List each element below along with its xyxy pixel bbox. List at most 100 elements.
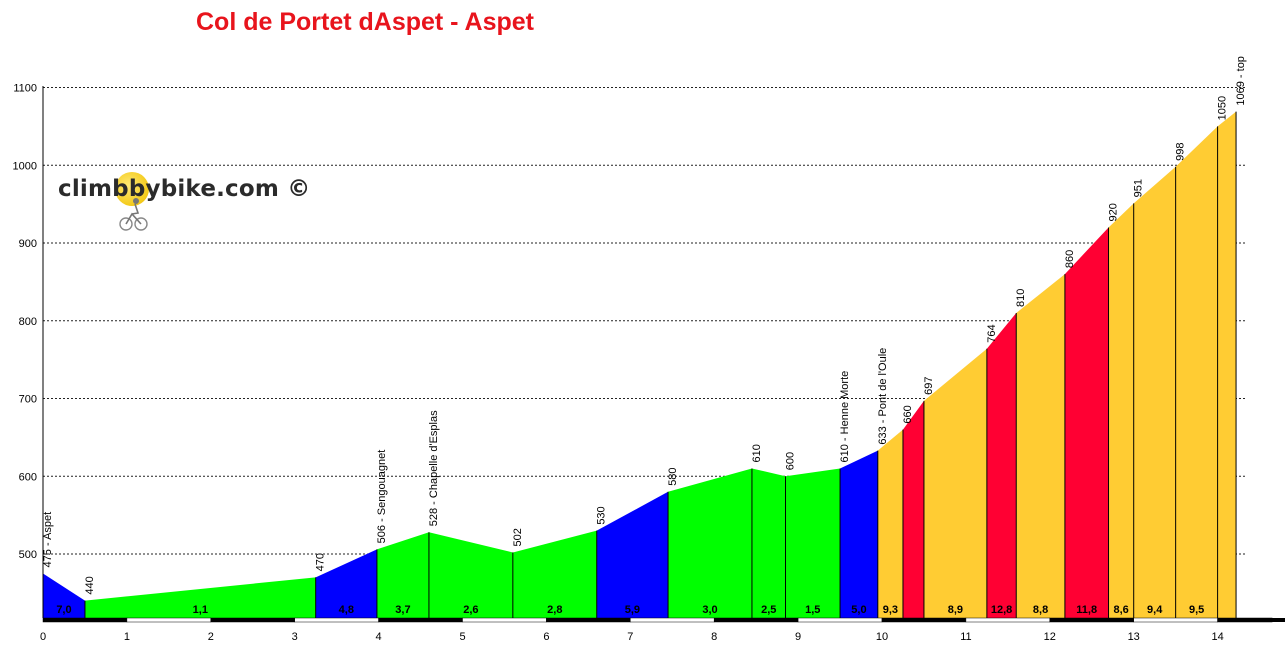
x-tick-label: 0 bbox=[40, 631, 46, 643]
point-label: 580 bbox=[667, 467, 679, 485]
profile-segment bbox=[668, 468, 752, 618]
profile-segment bbox=[596, 491, 669, 618]
gradient-label: 8,6 bbox=[1113, 604, 1128, 616]
point-label: 475 - Aspet bbox=[42, 512, 54, 568]
gradient-label: 2,8 bbox=[547, 604, 562, 616]
cyclist-icon bbox=[119, 198, 148, 231]
km-bar bbox=[42, 617, 128, 623]
profile-segment bbox=[376, 532, 429, 618]
gridlines bbox=[43, 87, 1245, 555]
axes bbox=[42, 86, 1285, 623]
profile-segment bbox=[785, 468, 841, 618]
y-tick-label: 800 bbox=[19, 316, 37, 328]
point-labels: 475 - Aspet 440 470 506 - Sengouagnet 528 - … bbox=[42, 56, 1247, 595]
km-bar bbox=[126, 617, 212, 623]
gradient-label: 2,6 bbox=[463, 604, 478, 616]
gradient-label: 12,8 bbox=[991, 604, 1012, 616]
y-tick-label: 900 bbox=[19, 238, 37, 250]
gradient-label: 5,0 bbox=[851, 604, 866, 616]
point-label: 951 bbox=[1133, 179, 1145, 197]
profile-segment bbox=[512, 530, 597, 618]
x-tick-label: 2 bbox=[208, 631, 214, 643]
km-bar bbox=[713, 617, 799, 623]
profile-segment bbox=[1133, 166, 1176, 618]
climbbybike-logo: climbbybike.com © bbox=[56, 170, 346, 240]
point-label: 697 bbox=[923, 376, 935, 394]
x-tick-label: 1 bbox=[124, 631, 130, 643]
x-tick-label: 6 bbox=[543, 631, 549, 643]
km-bar bbox=[462, 617, 547, 623]
y-tick-label: 700 bbox=[19, 394, 37, 406]
gradient-label: 11,8 bbox=[1076, 604, 1097, 616]
profile-segment bbox=[84, 577, 316, 618]
profile-segment bbox=[315, 549, 377, 618]
y-tick-label: 1000 bbox=[13, 160, 37, 172]
point-label: 600 bbox=[785, 452, 797, 470]
point-label: 440 bbox=[84, 576, 96, 594]
gradient-label: 2,5 bbox=[761, 604, 776, 616]
profile-segment bbox=[877, 429, 903, 618]
point-label: 1069 - top bbox=[1235, 56, 1247, 106]
point-label: 528 - Chapelle d'Esplas bbox=[428, 410, 440, 526]
km-bar bbox=[1133, 617, 1218, 623]
point-label: 506 - Sengouagnet bbox=[376, 450, 388, 544]
point-label: 633 - Pont de l'Oule bbox=[877, 348, 889, 445]
profile-segment bbox=[902, 400, 924, 618]
x-tick-label: 11 bbox=[960, 631, 971, 643]
point-label: 530 bbox=[596, 506, 608, 524]
profile-segment bbox=[1108, 203, 1134, 618]
profile-segment bbox=[1217, 111, 1237, 618]
x-tick-label: 9 bbox=[795, 631, 801, 643]
gradient-label: 7,0 bbox=[56, 604, 71, 616]
chart-title: Col de Portet dAspet - Aspet bbox=[196, 8, 534, 36]
logo-text: climbbybike.com © bbox=[58, 176, 311, 202]
profile-segment bbox=[1016, 274, 1065, 618]
km-bar bbox=[1230, 618, 1285, 622]
point-label: 660 bbox=[902, 405, 914, 423]
x-tick-label: 14 bbox=[1211, 631, 1223, 643]
gradient-labels: 7,0 1,1 4,8 3,7 2,6 2,8 5,9 3,0 2,5 1,5 5,0 9,3 8,9 1… bbox=[56, 604, 1204, 616]
km-bar bbox=[797, 617, 883, 623]
profile-segment bbox=[840, 450, 878, 618]
km-bar bbox=[378, 617, 463, 623]
x-tick-label: 8 bbox=[711, 631, 717, 643]
point-label: 810 bbox=[1015, 289, 1027, 307]
km-bar bbox=[546, 617, 631, 623]
gradient-label: 3,7 bbox=[395, 604, 410, 616]
gradient-label: 1,1 bbox=[193, 604, 208, 616]
gradient-label: 3,0 bbox=[702, 604, 717, 616]
gradient-label: 9,4 bbox=[1147, 604, 1163, 616]
km-bar bbox=[210, 617, 295, 623]
x-tick-label: 10 bbox=[876, 631, 888, 643]
cyclist-ball-icon bbox=[115, 172, 149, 206]
gradient-label: 8,9 bbox=[948, 604, 963, 616]
point-label: 860 bbox=[1064, 250, 1076, 268]
gradient-label: 4,8 bbox=[339, 604, 354, 616]
profile-segment bbox=[1064, 227, 1109, 618]
x-tick-label: 3 bbox=[292, 631, 298, 643]
km-bar bbox=[1049, 617, 1134, 623]
gradient-label: 9,3 bbox=[883, 604, 898, 616]
segment-dividers bbox=[84, 111, 1237, 618]
profile-segment bbox=[1175, 126, 1218, 618]
point-label: 998 bbox=[1175, 142, 1187, 160]
km-bar bbox=[630, 617, 715, 623]
y-tick-label: 1100 bbox=[13, 83, 37, 95]
point-label: 610 - Henne Morte bbox=[839, 371, 851, 463]
x-tick-label: 5 bbox=[459, 631, 465, 643]
gradient-label: 1,5 bbox=[805, 604, 820, 616]
gradient-label: 8,8 bbox=[1033, 604, 1048, 616]
x-tick-label: 13 bbox=[1128, 631, 1140, 643]
profile-segment bbox=[986, 312, 1017, 618]
x-tick-label: 12 bbox=[1044, 631, 1056, 643]
point-label: 1050 bbox=[1217, 96, 1229, 120]
x-tick-label: 7 bbox=[627, 631, 633, 643]
profile-segment bbox=[923, 348, 987, 618]
x-tick-label: 4 bbox=[376, 631, 382, 643]
profile-segment bbox=[43, 573, 85, 618]
profile-segment bbox=[428, 532, 513, 618]
point-label: 610 bbox=[751, 444, 763, 462]
point-label: 764 bbox=[986, 324, 998, 342]
